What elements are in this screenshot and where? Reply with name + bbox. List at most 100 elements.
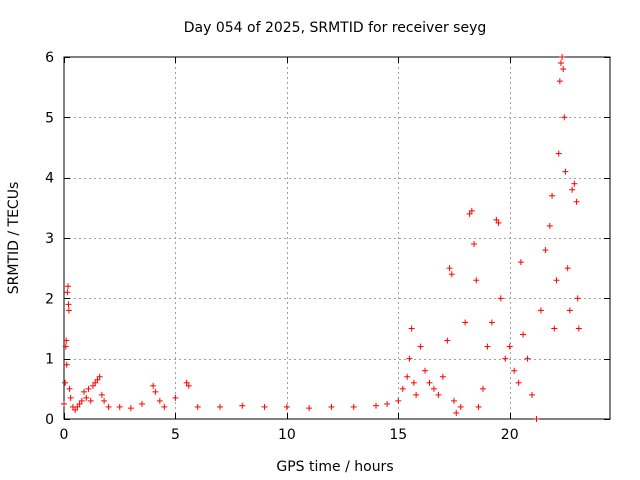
chart-title: Day 054 of 2025, SRMTID for receiver sey…	[184, 20, 487, 36]
data-point	[78, 397, 85, 404]
data-point	[448, 271, 455, 278]
data-point	[471, 241, 478, 248]
data-point	[101, 397, 108, 404]
data-point	[72, 406, 79, 413]
data-point	[517, 259, 524, 266]
data-point	[479, 385, 486, 392]
data-point	[446, 265, 453, 272]
data-point	[484, 343, 491, 350]
y-tick-label: 6	[45, 50, 54, 66]
data-point	[239, 402, 246, 409]
x-tick-label: 10	[278, 427, 296, 443]
data-point	[497, 295, 504, 302]
x-tick-label: 20	[501, 427, 519, 443]
data-point	[404, 373, 411, 380]
data-point	[546, 222, 553, 229]
data-point	[468, 207, 475, 214]
data-point	[511, 367, 518, 374]
data-point	[408, 325, 415, 332]
data-point	[524, 355, 531, 362]
data-point	[96, 373, 103, 380]
data-point	[395, 397, 402, 404]
data-point	[66, 385, 73, 392]
data-point	[76, 400, 83, 407]
data-point	[65, 307, 72, 314]
data-point	[564, 265, 571, 272]
data-point	[466, 210, 473, 217]
data-point	[74, 403, 81, 410]
data-point	[575, 325, 582, 332]
data-point	[61, 400, 67, 407]
data-point	[555, 150, 562, 157]
data-point	[139, 400, 145, 407]
data-point	[67, 394, 74, 401]
data-point	[127, 405, 134, 412]
data-point	[98, 391, 105, 398]
data-point	[462, 319, 469, 326]
data-point	[384, 400, 391, 407]
data-point	[451, 397, 457, 404]
data-point	[283, 403, 290, 410]
data-point	[515, 379, 522, 386]
data-point	[457, 403, 464, 410]
x-tick-label: 5	[171, 427, 180, 443]
data-point	[435, 391, 442, 398]
data-point	[85, 385, 92, 392]
data-point	[62, 343, 69, 350]
data-point	[413, 391, 420, 398]
data-point	[529, 391, 535, 398]
data-point	[261, 403, 268, 410]
data-points	[61, 54, 582, 422]
data-point	[406, 355, 413, 362]
x-tick-label: 15	[389, 427, 407, 443]
data-point	[116, 403, 123, 410]
data-point	[83, 394, 90, 401]
data-point	[156, 397, 163, 404]
data-point	[549, 192, 556, 199]
data-point	[65, 283, 72, 290]
data-point	[473, 277, 480, 284]
data-point	[439, 373, 446, 380]
data-point	[94, 376, 101, 383]
y-tick-label: 5	[45, 110, 54, 126]
data-point	[557, 60, 564, 67]
x-axis-label: GPS time / hours	[276, 459, 393, 475]
data-point	[533, 416, 540, 422]
x-tick-label: 0	[60, 427, 69, 443]
data-point	[430, 385, 437, 392]
y-axis-label: SRMTID / TECUs	[6, 182, 22, 295]
data-point	[569, 186, 576, 193]
data-point	[63, 361, 70, 368]
data-point	[150, 382, 157, 389]
data-point	[542, 247, 549, 254]
data-point	[520, 331, 527, 338]
data-point	[495, 219, 502, 226]
data-point	[185, 382, 192, 389]
data-point	[62, 379, 69, 386]
data-point	[566, 307, 573, 314]
data-point	[493, 216, 500, 223]
data-point	[350, 403, 357, 410]
data-point	[551, 325, 558, 332]
data-point	[81, 388, 88, 395]
grid-lines	[64, 57, 610, 419]
data-point	[571, 180, 578, 187]
data-point	[561, 114, 568, 121]
data-point	[417, 343, 424, 350]
data-point	[574, 295, 581, 302]
data-point	[559, 54, 566, 60]
y-tick-label: 4	[45, 171, 54, 187]
y-tick-label: 0	[45, 412, 54, 428]
axis-ticks: 0 5 10 15 20 0 1 2 3 4 5 6	[45, 50, 610, 443]
data-point	[560, 66, 567, 73]
data-point	[573, 198, 580, 205]
data-point	[373, 402, 379, 409]
y-tick-label: 3	[45, 231, 54, 247]
data-point	[306, 405, 313, 412]
data-point	[537, 307, 544, 314]
data-point	[399, 385, 406, 392]
data-point	[488, 319, 495, 326]
data-point	[65, 301, 72, 308]
data-point	[89, 382, 96, 389]
data-point	[556, 78, 563, 85]
